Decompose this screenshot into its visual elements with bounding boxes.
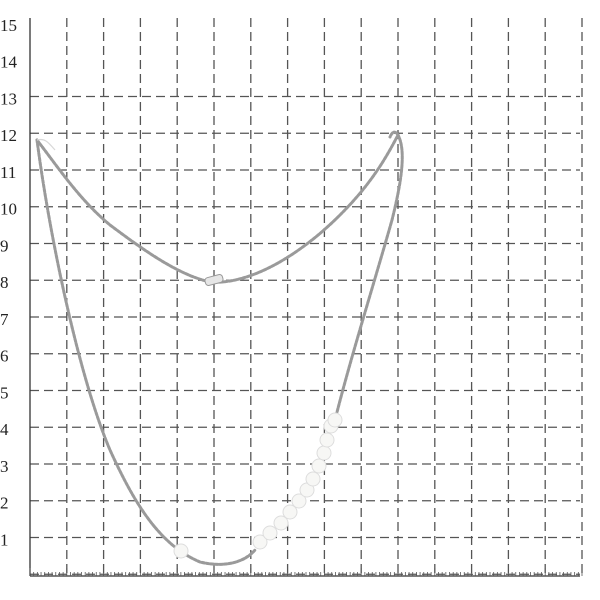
pearl: [262, 525, 278, 541]
scale-label: 8: [0, 273, 9, 292]
scale-label: 13: [0, 89, 17, 108]
lobster-clasp: [204, 273, 224, 287]
scale-label: 4: [0, 420, 9, 439]
pearl: [282, 504, 298, 520]
scale-label: 5: [0, 383, 9, 402]
clasp: [36, 138, 56, 151]
scale-label: 6: [0, 347, 9, 366]
scale-label: 10: [0, 200, 17, 219]
necklace: [35, 130, 404, 566]
pearl: [305, 471, 321, 487]
pearl: [252, 534, 268, 550]
scale-label: 7: [0, 310, 9, 329]
scale-label: 9: [0, 236, 9, 255]
pearl: [173, 543, 189, 559]
scale-label: 15: [0, 16, 17, 35]
pearl: [319, 432, 335, 448]
pearl: [311, 458, 327, 474]
ruler: [29, 568, 583, 576]
pearls: [173, 412, 343, 559]
scale-label: 14: [0, 53, 18, 72]
left-chain: [35, 138, 257, 566]
grid: [30, 18, 583, 576]
scale-label: 2: [0, 494, 9, 513]
scale-label: 3: [0, 457, 9, 476]
scale-label: 12: [0, 126, 17, 145]
pearl: [273, 515, 289, 531]
scale-label: 1: [0, 530, 9, 549]
pearl: [316, 445, 332, 461]
pearl: [291, 493, 307, 509]
scale-label: 11: [0, 163, 16, 182]
right-chain: [333, 130, 404, 422]
pearl: [327, 412, 343, 428]
